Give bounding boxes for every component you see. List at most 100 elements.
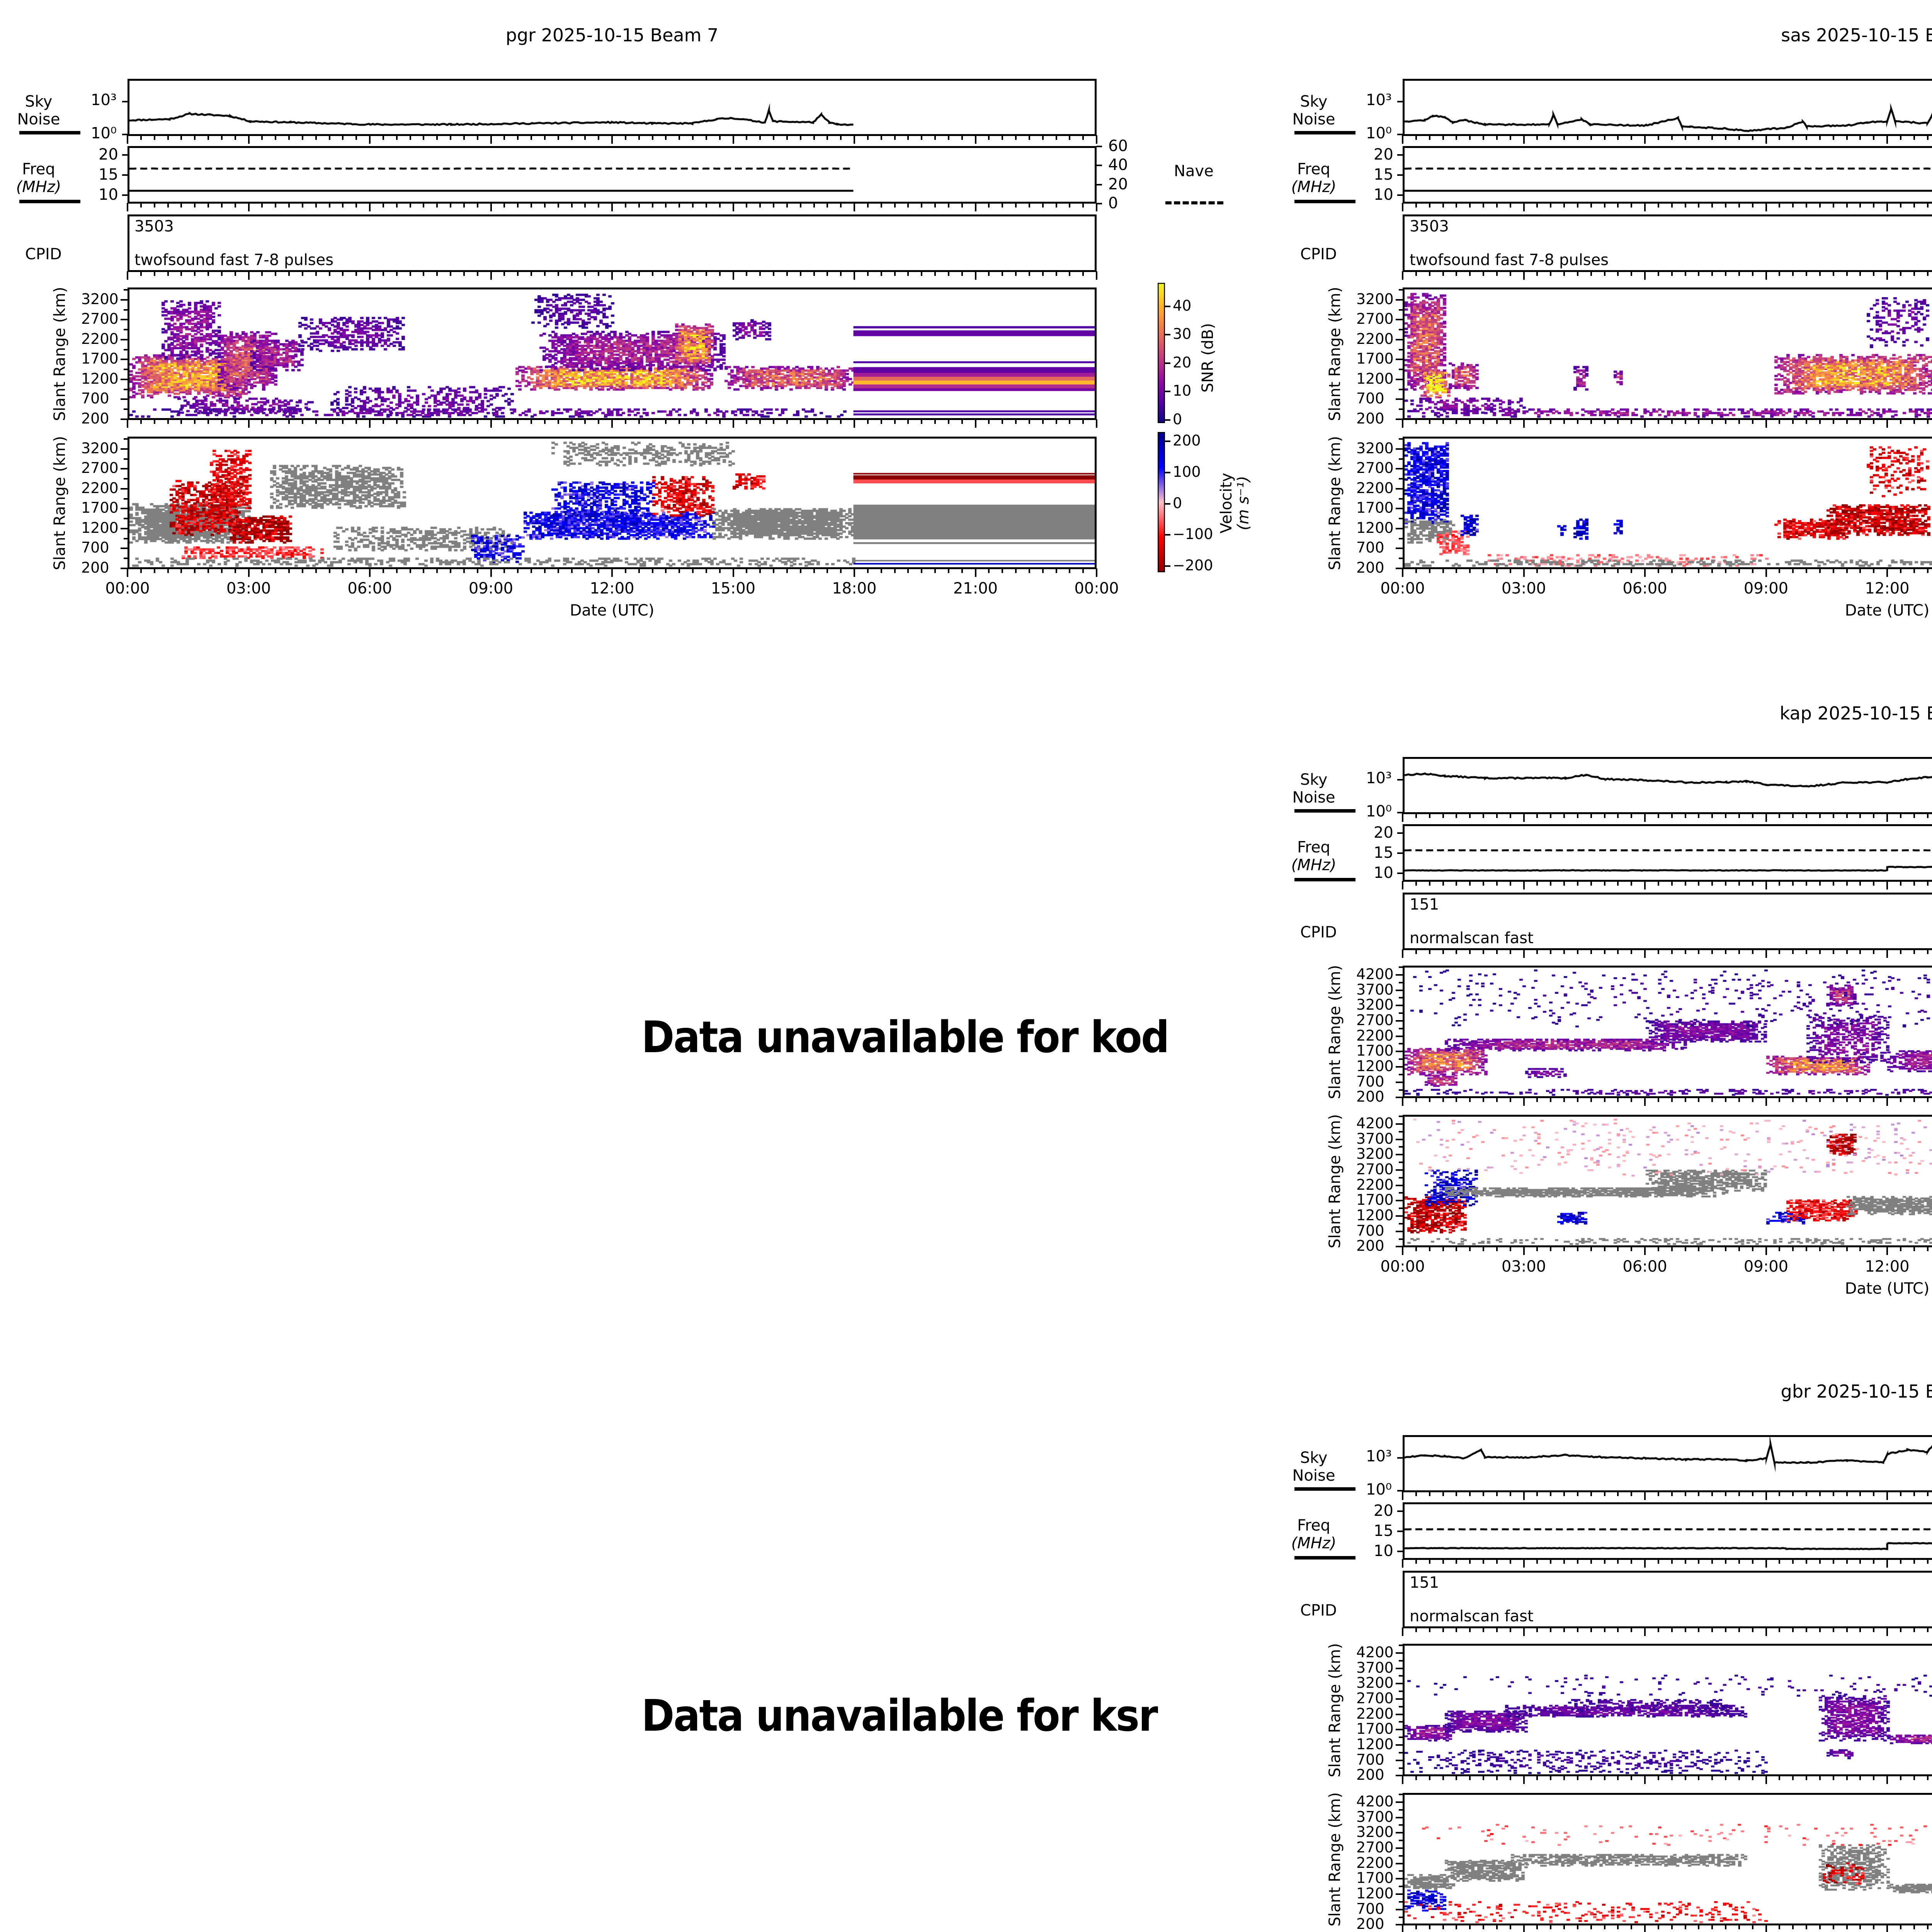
x-minor-tick: [1429, 271, 1430, 276]
x-minor-tick: [799, 419, 801, 424]
x-minor-tick: [1927, 1925, 1929, 1929]
x-minor-tick: [638, 419, 640, 424]
y-tick: [1396, 1832, 1403, 1834]
x-minor-tick: [1913, 949, 1915, 954]
x-minor-tick: [813, 568, 815, 573]
x-minor-tick: [140, 568, 142, 573]
x-minor-tick: [355, 135, 357, 140]
range-tick-label-gbr: 3200: [1356, 1674, 1394, 1692]
x-minor-tick: [1456, 203, 1458, 207]
x-minor-tick: [396, 419, 398, 424]
x-minor-tick: [1442, 1559, 1444, 1564]
y-minor-tick: [1399, 1752, 1403, 1753]
x-minor-tick: [1859, 1247, 1861, 1251]
x-minor-tick: [1873, 419, 1875, 424]
x-minor-tick: [867, 135, 869, 140]
x-minor-tick: [1055, 135, 1057, 140]
x-minor-tick: [1671, 1492, 1673, 1496]
y-minor-tick: [1399, 1089, 1403, 1091]
noise-label: Noise: [1292, 789, 1335, 806]
x-minor-tick: [1806, 1559, 1807, 1564]
x-minor-tick: [1055, 568, 1057, 573]
x-minor-tick: [1792, 568, 1794, 573]
x-minor-tick: [1509, 1247, 1511, 1251]
x-major-tick: [1644, 813, 1646, 822]
x-minor-tick: [1442, 1492, 1444, 1496]
x-minor-tick: [1819, 1247, 1821, 1251]
x-major-tick: [127, 568, 128, 577]
x-minor-tick: [1015, 419, 1017, 424]
y-tick: [1396, 1652, 1403, 1654]
y-tick: [121, 548, 128, 549]
sky-noise-label-gbr: Sky Noise: [1285, 1449, 1343, 1485]
x-minor-tick: [1657, 1097, 1659, 1102]
x-minor-tick: [1711, 1559, 1713, 1564]
x-minor-tick: [1469, 1776, 1471, 1780]
x-minor-tick: [1028, 568, 1030, 573]
y-minor-tick: [1399, 1706, 1403, 1708]
x-minor-tick: [1832, 1776, 1834, 1780]
sky-noise-legend-line-pgr: [19, 131, 80, 134]
x-minor-tick: [1509, 419, 1511, 424]
x-minor-tick: [1873, 1925, 1875, 1929]
y-minor-tick: [1399, 1131, 1403, 1133]
x-minor-tick: [665, 568, 667, 573]
y-minor-tick: [1399, 498, 1403, 500]
range-tick-label-pgr: 700: [81, 539, 109, 556]
x-minor-tick: [1859, 1559, 1861, 1564]
x-minor-tick: [1900, 1097, 1901, 1102]
x-minor-tick: [153, 568, 155, 573]
range-tick-label-kap: 3700: [1356, 981, 1394, 998]
x-minor-tick: [1698, 419, 1700, 424]
x-minor-tick: [1900, 1492, 1901, 1496]
range-tick-label-kap: 700: [1356, 1073, 1384, 1090]
x-minor-tick: [544, 271, 546, 276]
x-minor-tick: [1550, 949, 1552, 954]
x-minor-tick: [1900, 271, 1901, 276]
x-minor-tick: [234, 419, 236, 424]
snr-cbar-tick-label-pgr: 20: [1173, 354, 1192, 371]
x-minor-tick: [1832, 1628, 1834, 1632]
x-minor-tick: [1536, 949, 1538, 954]
x-minor-tick: [194, 203, 196, 207]
range-tick-label-sas: 3200: [1356, 439, 1394, 457]
x-minor-tick: [463, 419, 465, 424]
x-minor-tick: [1631, 1925, 1633, 1929]
x-minor-tick: [624, 203, 626, 207]
x-minor-tick: [544, 568, 546, 573]
x-major-tick: [1886, 881, 1888, 889]
x-minor-tick: [705, 568, 707, 573]
freq-tick-kap: 15: [1374, 844, 1393, 862]
x-minor-tick: [1415, 419, 1417, 424]
x-minor-tick: [1684, 419, 1686, 424]
vel-rti-heatmap-gbr: [1405, 1795, 1932, 1923]
x-minor-tick: [503, 271, 505, 276]
x-minor-tick: [1846, 1925, 1848, 1929]
x-minor-tick: [275, 203, 277, 207]
x-minor-tick: [1536, 1628, 1538, 1632]
nave-tick-label-pgr: 0: [1108, 194, 1118, 212]
x-minor-tick: [1913, 881, 1915, 886]
x-minor-tick: [1617, 1925, 1619, 1929]
x-minor-tick: [1927, 271, 1929, 276]
x-minor-tick: [1469, 1492, 1471, 1496]
x-minor-tick: [1779, 949, 1781, 954]
y-minor-tick: [1399, 1916, 1403, 1918]
x-minor-tick: [1684, 568, 1686, 573]
x-minor-tick: [1429, 1559, 1430, 1564]
y-tick: [121, 418, 128, 420]
x-major-tick: [1402, 881, 1403, 889]
x-minor-tick: [1550, 271, 1552, 276]
snr-colorbar-pgr: [1158, 283, 1165, 423]
x-major-tick: [248, 135, 250, 144]
y-tick: [1396, 1035, 1403, 1037]
x-minor-tick: [221, 568, 223, 573]
x-minor-tick: [1832, 949, 1834, 954]
y-tick: [1396, 567, 1403, 569]
x-minor-tick: [1684, 949, 1686, 954]
x-minor-tick: [1631, 1628, 1633, 1632]
x-minor-tick: [1631, 135, 1633, 140]
x-minor-tick: [1698, 1492, 1700, 1496]
x-major-tick: [1886, 1492, 1888, 1500]
x-major-tick: [1765, 1925, 1767, 1932]
